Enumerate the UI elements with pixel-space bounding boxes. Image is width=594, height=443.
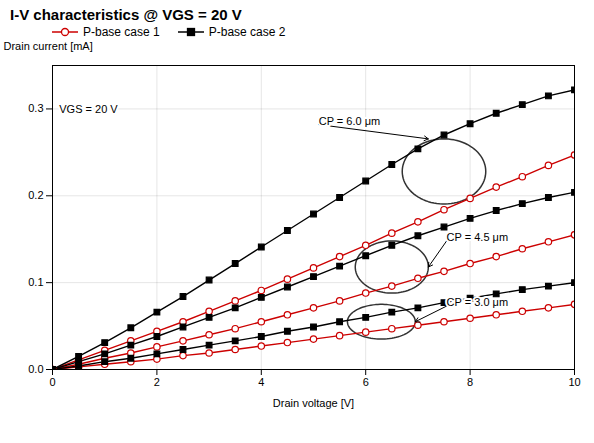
svg-text:2: 2 xyxy=(154,376,160,388)
svg-text:4: 4 xyxy=(258,376,264,388)
svg-text:10: 10 xyxy=(568,376,580,388)
html-text:P-base case 2: P-base case 2 xyxy=(208,25,286,39)
svg-text:CP = 6.0 μm: CP = 6.0 μm xyxy=(319,115,380,127)
svg-text:0: 0 xyxy=(49,376,55,388)
svg-text:0.3: 0.3 xyxy=(28,102,43,114)
svg-text:CP = 3.0 μm: CP = 3.0 μm xyxy=(447,296,508,308)
svg-text:CP = 4.5 μm: CP = 4.5 μm xyxy=(447,231,508,243)
html-text:P-base case 1: P-base case 1 xyxy=(83,25,160,39)
html-text:I-V characteristics @ VGS = 20: I-V characteristics @ VGS = 20 V xyxy=(10,6,242,23)
svg-text:Drain voltage [V]: Drain voltage [V] xyxy=(273,397,354,409)
svg-text:6: 6 xyxy=(363,376,369,388)
svg-text:8: 8 xyxy=(467,376,473,388)
svg-text:0.1: 0.1 xyxy=(28,276,43,288)
svg-text:0.2: 0.2 xyxy=(28,189,43,201)
svg-text:Drain current [mA]: Drain current [mA] xyxy=(4,40,93,52)
svg-text:0.0: 0.0 xyxy=(28,363,43,375)
svg-text:VGS = 20 V: VGS = 20 V xyxy=(59,103,118,115)
